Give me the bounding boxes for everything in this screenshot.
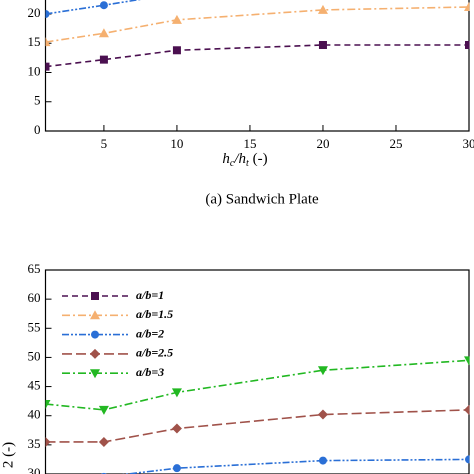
marker: [98, 405, 109, 415]
x-axis-label: hc/ht (-): [222, 151, 267, 169]
y-tick-label: 20: [28, 5, 41, 20]
marker: [318, 456, 327, 465]
marker: [91, 292, 99, 300]
marker: [172, 46, 181, 55]
legend-label: a/b=2: [136, 326, 164, 340]
x-tick-label: 5: [101, 136, 108, 151]
marker: [172, 464, 181, 473]
marker: [171, 423, 182, 434]
plot-area: [45, 0, 470, 71]
y-tick-label: 55: [28, 319, 41, 334]
marker: [98, 436, 109, 447]
x-tick-label: 15: [243, 136, 256, 151]
legend-label: a/b=2.5: [136, 346, 173, 360]
marker: [465, 455, 470, 464]
y-tick-label: 0: [34, 122, 41, 137]
y-tick-label: 10: [28, 63, 41, 78]
x-tick-label: 10: [170, 136, 183, 151]
marker: [464, 356, 470, 366]
y-tick-label: 45: [28, 378, 41, 393]
marker: [45, 10, 50, 18]
y-tick-label: 50: [28, 348, 41, 363]
series-line: [45, 6, 470, 43]
marker: [98, 28, 109, 38]
legend-label: a/b=1.5: [136, 307, 173, 321]
marker: [464, 404, 470, 415]
marker: [464, 1, 470, 11]
plot-frame: [44, 269, 470, 474]
series-line: [45, 359, 470, 411]
y-tick-label: 60: [28, 290, 41, 305]
marker: [99, 55, 108, 64]
x-tick-label: 20: [316, 136, 329, 151]
marker: [45, 62, 50, 71]
y-axis-label: 2 (-): [0, 442, 16, 468]
marker: [45, 400, 51, 410]
marker: [90, 310, 100, 320]
caption: (a) Sandwich Plate: [205, 191, 319, 207]
y-tick-label: 40: [28, 407, 41, 422]
series-line: [45, 44, 469, 68]
marker: [91, 330, 99, 339]
marker: [99, 1, 108, 10]
marker: [465, 41, 470, 50]
x-tick-label: 30: [463, 136, 474, 151]
y-tick-label: 5: [34, 93, 41, 108]
series-line: [45, 409, 470, 443]
plot-frame: [44, 0, 470, 132]
marker: [318, 41, 327, 50]
marker: [317, 409, 328, 420]
y-tick-label: 35: [28, 436, 41, 451]
series-line: [121, 458, 470, 474]
marker: [317, 366, 328, 376]
y-tick-label: 30: [28, 465, 41, 474]
marker: [90, 348, 100, 359]
marker: [171, 14, 182, 24]
marker: [45, 436, 51, 447]
y-tick-label: 65: [28, 261, 41, 276]
legend-label: a/b=3: [136, 365, 164, 379]
marker: [171, 388, 182, 398]
y-tick-label: 15: [28, 34, 41, 49]
marker: [317, 4, 328, 14]
marker: [90, 369, 100, 379]
series-line: [45, 0, 142, 15]
marker: [45, 37, 51, 47]
x-tick-label: 25: [389, 136, 402, 151]
plot-area: [45, 356, 470, 474]
legend-label: a/b=1: [136, 288, 164, 302]
